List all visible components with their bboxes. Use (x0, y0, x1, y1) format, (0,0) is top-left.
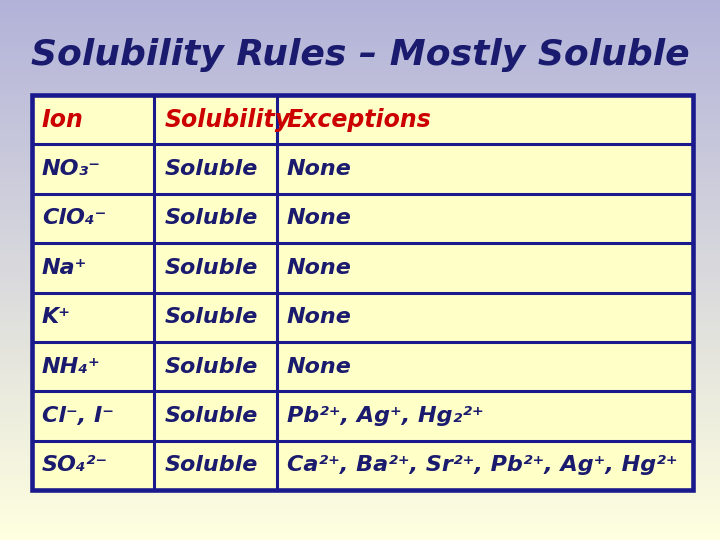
Text: Ion: Ion (42, 107, 84, 132)
Text: NH₄⁺: NH₄⁺ (42, 356, 101, 376)
Text: Soluble: Soluble (164, 208, 258, 228)
Text: Na⁺: Na⁺ (42, 258, 87, 278)
Text: NO₃⁻: NO₃⁻ (42, 159, 101, 179)
Text: Soluble: Soluble (164, 307, 258, 327)
Text: Soluble: Soluble (164, 455, 258, 475)
Text: K⁺: K⁺ (42, 307, 71, 327)
Text: None: None (287, 159, 351, 179)
Text: Soluble: Soluble (164, 356, 258, 376)
Text: Solubility Rules – Mostly Soluble: Solubility Rules – Mostly Soluble (31, 38, 689, 72)
Text: Exceptions: Exceptions (287, 107, 431, 132)
Text: None: None (287, 208, 351, 228)
Text: Ca²⁺, Ba²⁺, Sr²⁺, Pb²⁺, Ag⁺, Hg²⁺: Ca²⁺, Ba²⁺, Sr²⁺, Pb²⁺, Ag⁺, Hg²⁺ (287, 455, 678, 475)
Text: ClO₄⁻: ClO₄⁻ (42, 208, 107, 228)
Text: Cl⁻, I⁻: Cl⁻, I⁻ (42, 406, 114, 426)
Text: Pb²⁺, Ag⁺, Hg₂²⁺: Pb²⁺, Ag⁺, Hg₂²⁺ (287, 406, 483, 426)
Text: Soluble: Soluble (164, 406, 258, 426)
Text: None: None (287, 258, 351, 278)
Text: SO₄²⁻: SO₄²⁻ (42, 455, 108, 475)
Text: None: None (287, 356, 351, 376)
Text: None: None (287, 307, 351, 327)
Text: Soluble: Soluble (164, 258, 258, 278)
Text: Soluble: Soluble (164, 159, 258, 179)
Text: Solubility: Solubility (164, 107, 290, 132)
Bar (32, 95, 693, 490)
